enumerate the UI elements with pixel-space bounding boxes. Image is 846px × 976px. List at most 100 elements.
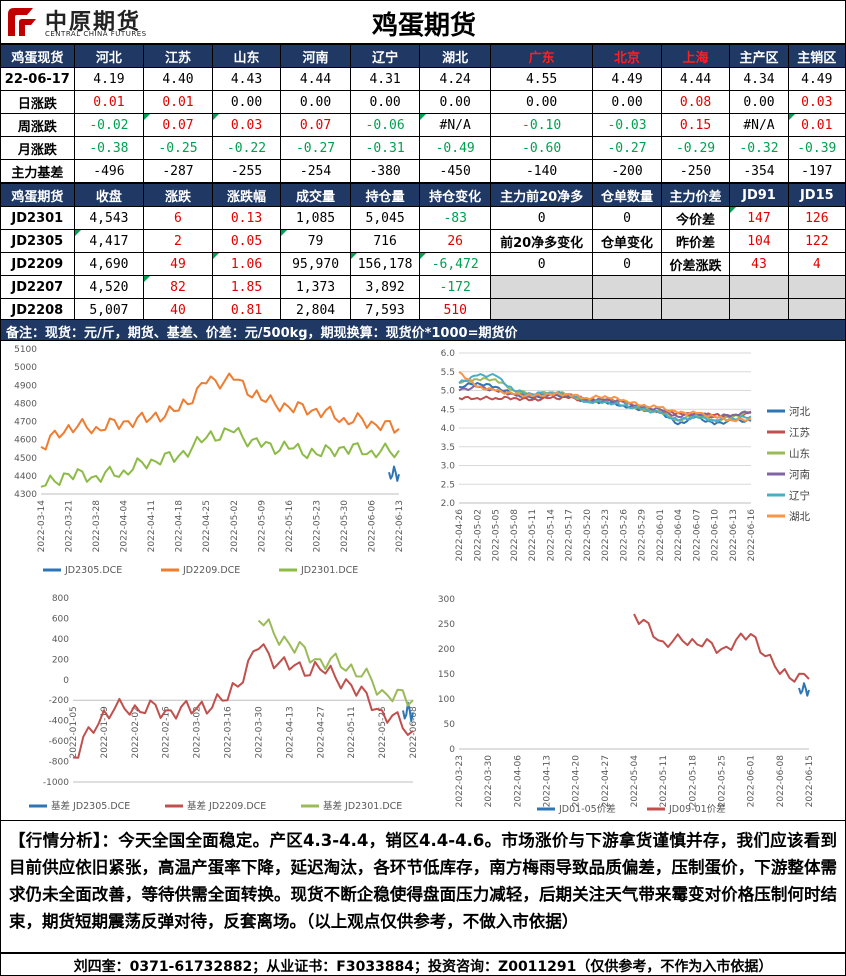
x-tick-label: 2022-05-04 (630, 755, 640, 808)
futures-column-header: 收盘 (73, 183, 145, 207)
spot-cell: -0.32 (729, 136, 789, 160)
x-tick-label: 2022-06-06 (367, 500, 377, 553)
spot-cell: -354 (729, 159, 789, 183)
y-tick-label: 200 (52, 655, 69, 665)
x-tick-label: 2022-04-11 (147, 500, 157, 552)
y-tick-label: 250 (438, 620, 455, 630)
legend-label: 湖北 (789, 511, 810, 523)
y-tick-label: 100 (438, 695, 455, 705)
x-tick-label: 2022-03-14 (37, 500, 47, 553)
futures-cell: JD2301 (0, 206, 75, 230)
spot-cell: 0.07 (143, 113, 213, 137)
series-line (72, 643, 414, 759)
spot-column-header: 上海 (660, 44, 731, 68)
analyst-footer: 刘四奎：0371-61732882；从业证书：F3033884；投资咨询：Z00… (0, 953, 846, 976)
series-line (388, 465, 400, 482)
spot-row: 主力基差 -496 -287 -255 -254 -380 -450 -140 -200 -250… (0, 159, 846, 183)
spot-cell: 4.19 (73, 67, 145, 91)
futures-cell: 昨价差 (660, 229, 731, 253)
legend-label: 基差 JD2301.DCE (323, 800, 402, 812)
series-line (257, 618, 414, 707)
series-line (633, 613, 810, 683)
futures-cell: 前20净多变化 (489, 229, 594, 253)
x-tick-label: 2022-04-27 (316, 706, 326, 758)
spot-cell: 4.43 (211, 67, 282, 91)
spot-cell: #N/A (729, 113, 789, 137)
futures-cell: 1.06 (211, 252, 282, 276)
legend-label: 河北 (789, 406, 810, 418)
basis-chart: -1000 -800 -600 -400 -200 0 200 400 600 800 2022-0… (29, 594, 419, 812)
futures-cell: 1,373 (280, 275, 351, 299)
spot-cell: 0.01 (73, 90, 145, 114)
y-tick-label: 4.0 (441, 424, 456, 434)
futures-column-header: 持仓变化 (419, 183, 491, 207)
spot-cell: 4.34 (729, 67, 789, 91)
spot-cell: -200 (592, 159, 662, 183)
x-tick-label: 2022-06-07 (692, 509, 702, 561)
legend-label: 辽宁 (789, 489, 810, 502)
logo-chinese-name: 中原期货 (45, 10, 142, 35)
y-tick-label: 4900 (14, 381, 37, 391)
spot-column-header: 辽宁 (349, 44, 421, 68)
futures-cell: 3,892 (349, 275, 421, 299)
market-analysis: 【行情分析】：今天全国全面稳定。产区4.3-4.4，销区4.4-4.6。市场涨价… (0, 820, 846, 953)
spot-cell: 0.00 (419, 90, 491, 114)
spot-cell: 4.49 (787, 67, 846, 91)
spot-column-header: 湖北 (419, 44, 491, 68)
futures-cell: 43 (729, 252, 789, 276)
y-tick-label: 6.0 (441, 349, 456, 359)
futures-cell: 仓单变化 (592, 229, 662, 253)
series-line (458, 373, 752, 423)
x-tick-label: 2022-04-27 (601, 755, 611, 807)
y-tick-label: -200 (49, 696, 70, 706)
futures-cell: 2 (143, 229, 213, 253)
x-tick-label: 2022-04-13 (543, 755, 553, 807)
futures-cell: 0 (489, 206, 594, 230)
spot-cell: -255 (211, 159, 282, 183)
y-tick-label: 4700 (14, 418, 37, 428)
spot-cell: 4.44 (280, 67, 351, 91)
futures-column-header: JD15 (787, 183, 846, 207)
spot-column-header: 广东 (489, 44, 594, 68)
series-line (458, 370, 752, 423)
y-tick-label: 150 (438, 670, 455, 680)
spot-cell: 0.00 (280, 90, 351, 114)
spot-row-label: 周涨跌 (0, 113, 75, 137)
x-tick-label: 2022-06-04 (674, 509, 684, 562)
spot-cell: -450 (419, 159, 491, 183)
futures-cell: -83 (419, 206, 491, 230)
futures-cell (787, 275, 846, 299)
unit-note: 备注：现货：元/斤，期货、基差、价差：元/500kg，期现换算：现货价*1000… (0, 319, 846, 341)
futures-cell: 4,690 (73, 252, 145, 276)
legend-label: JD01-05价差 (558, 803, 616, 815)
spot-cell: -140 (489, 159, 594, 183)
futures-row: JD2207 4,520 82 1.85 1,373 3,892 -172 (0, 275, 846, 299)
futures-cell: 79 (280, 229, 351, 253)
series-line (402, 701, 414, 723)
x-tick-label: 2022-05-05 (492, 509, 502, 561)
y-tick-label: 4800 (14, 399, 37, 409)
y-tick-label: 50 (444, 720, 456, 730)
spot-cell: -0.49 (419, 136, 491, 160)
x-tick-label: 2022-06-16 (747, 509, 757, 562)
x-tick-label: 2022-06-01 (747, 755, 757, 807)
spot-cell: -0.03 (592, 113, 662, 137)
spot-price-chart: 2.0 2.5 3.0 3.5 4.0 4.5 5.0 5.5 6.0 2022-04-26 202… (441, 349, 811, 562)
futures-column-header: 成交量 (280, 183, 351, 207)
spot-cell: -254 (280, 159, 351, 183)
futures-cell: 122 (787, 229, 846, 253)
y-tick-label: 3.0 (441, 462, 456, 472)
x-tick-label: 2022-06-13 (729, 509, 739, 561)
x-tick-label: 2022-01-19 (100, 706, 110, 759)
spot-cell: -496 (73, 159, 145, 183)
spot-column-header: 江苏 (143, 44, 213, 68)
futures-cell: 0.13 (211, 206, 282, 230)
x-tick-label: 2022-02-02 (131, 706, 141, 758)
futures-cell: 6 (143, 206, 213, 230)
x-tick-label: 2022-05-29 (638, 509, 648, 562)
spot-cell: -0.60 (489, 136, 594, 160)
x-tick-label: 2022-04-04 (120, 500, 130, 553)
spot-row-label: 月涨跌 (0, 136, 75, 160)
futures-column-header: JD91 (729, 183, 789, 207)
spot-cell: 0.01 (787, 113, 846, 137)
